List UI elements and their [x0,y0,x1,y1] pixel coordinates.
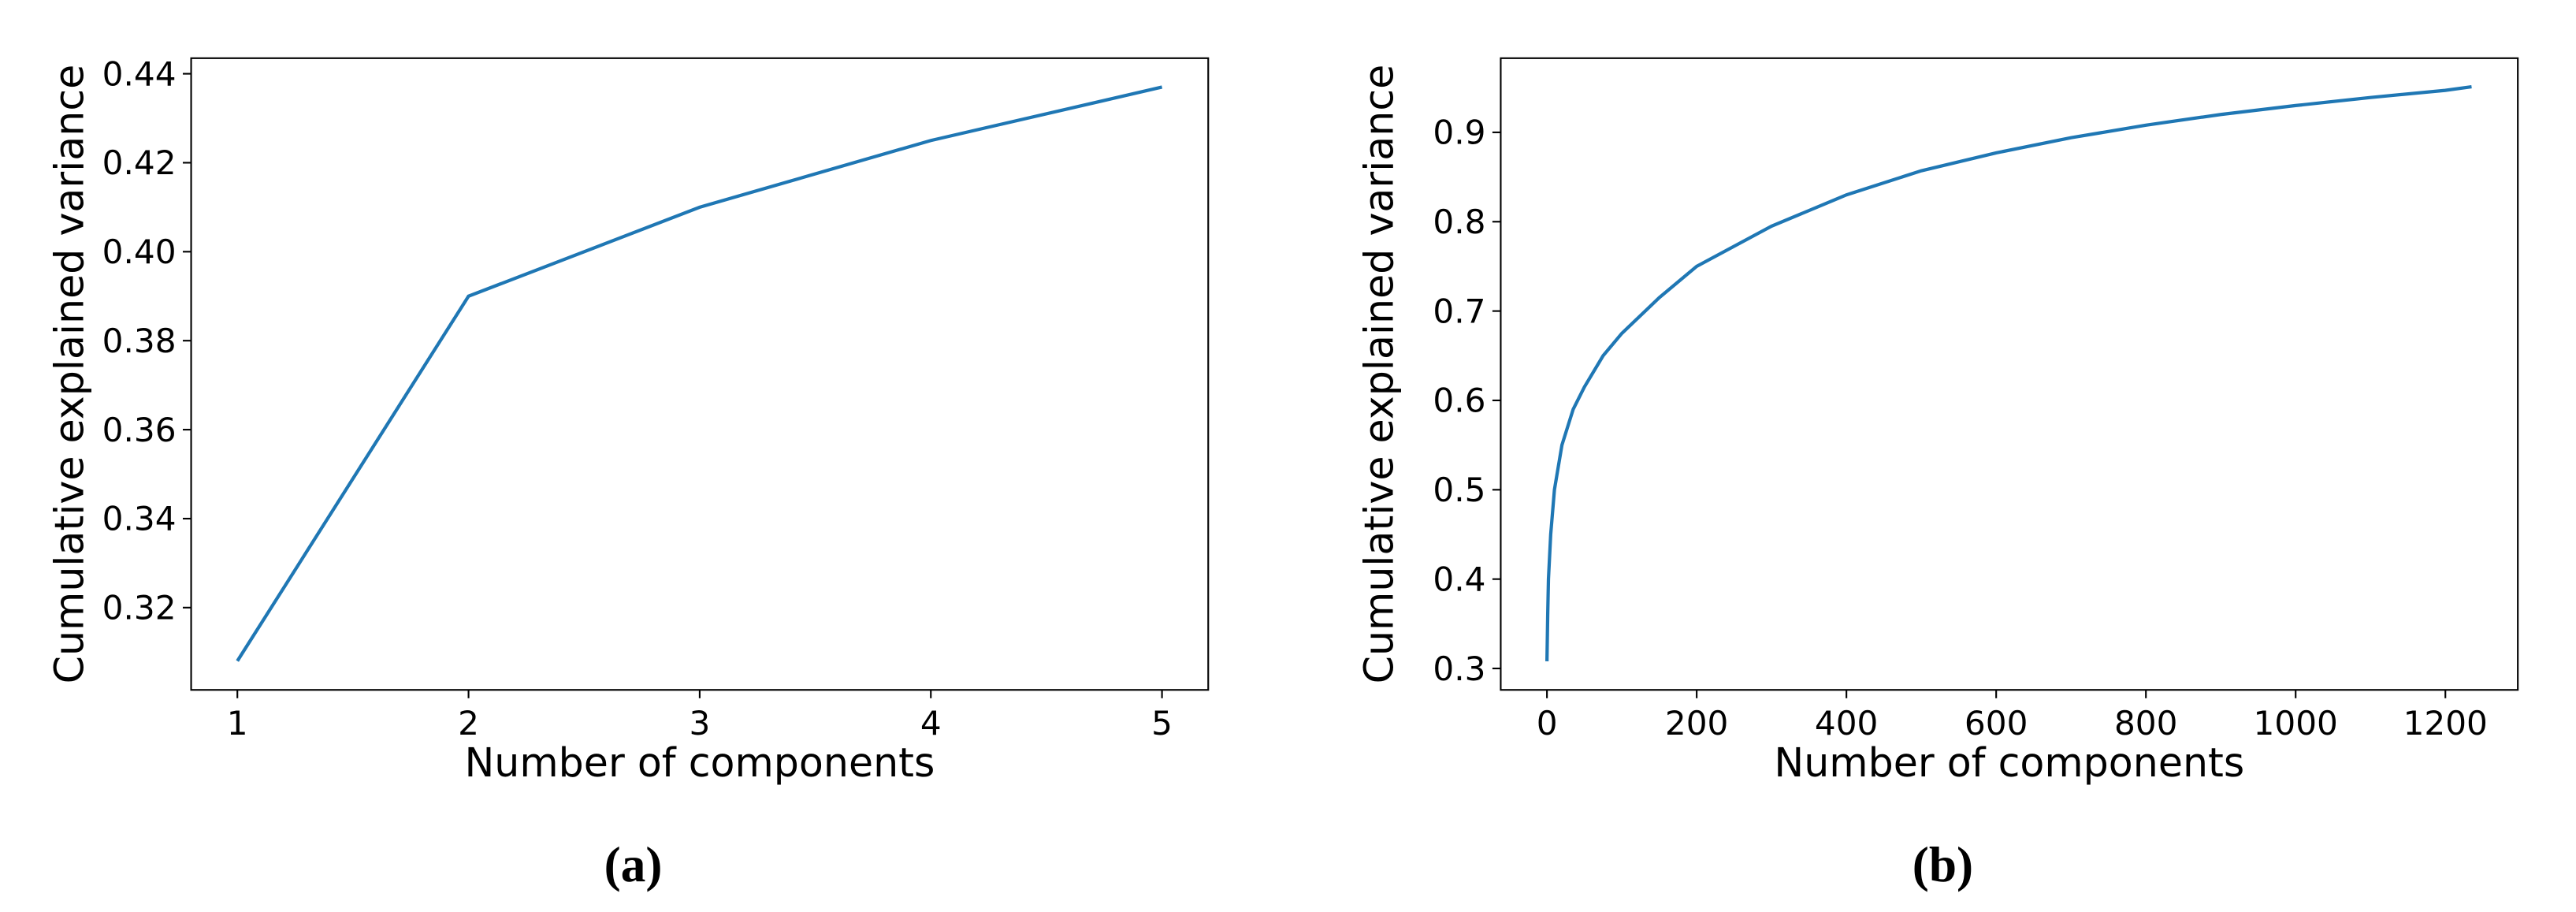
caption: (b) [1912,837,1973,892]
y-axis-label: Cumulative explained variance [1355,65,1402,684]
y-tick-label: 0.38 [102,322,177,360]
y-tick-label: 0.32 [102,589,177,627]
x-tick-label: 600 [1965,704,2028,743]
x-tick-label: 400 [1815,704,1879,743]
line [236,85,1163,662]
x-tick-label: 4 [920,704,942,743]
x-axis-label: Number of components [1774,739,2244,786]
x-tick-label: 1000 [2254,704,2338,743]
y-tick-label: 0.34 [102,500,177,538]
y-tick-label: 0.3 [1433,650,1485,688]
line [1545,85,2472,661]
x-tick-label: 1 [227,704,248,743]
y-tick-label: 0.44 [102,54,177,93]
y-tick-label: 0.5 [1433,471,1485,509]
x-tick-label: 0 [1537,704,1558,743]
y-tick-label: 0.7 [1433,292,1485,330]
y-tick-label: 0.6 [1433,382,1485,420]
y-tick-label: 0.4 [1433,560,1485,598]
x-tick-label: 3 [689,704,710,743]
y-tick-label: 0.9 [1433,114,1485,152]
x-tick-label: 2 [458,704,479,743]
x-axis-label: Number of components [464,739,935,786]
y-tick-label: 0.8 [1433,203,1485,241]
y-tick-label: 0.40 [102,233,177,271]
y-tick-label: 0.42 [102,143,177,182]
x-tick-label: 1200 [2403,704,2488,743]
x-tick-label: 5 [1151,704,1173,743]
y-tick-label: 0.36 [102,411,177,449]
plot-frame [1500,57,2519,691]
x-tick-label: 200 [1665,704,1728,743]
plot-frame [190,57,1210,691]
caption: (a) [604,837,663,892]
x-tick-label: 800 [2114,704,2178,743]
y-axis-label: Cumulative explained variance [46,65,92,684]
